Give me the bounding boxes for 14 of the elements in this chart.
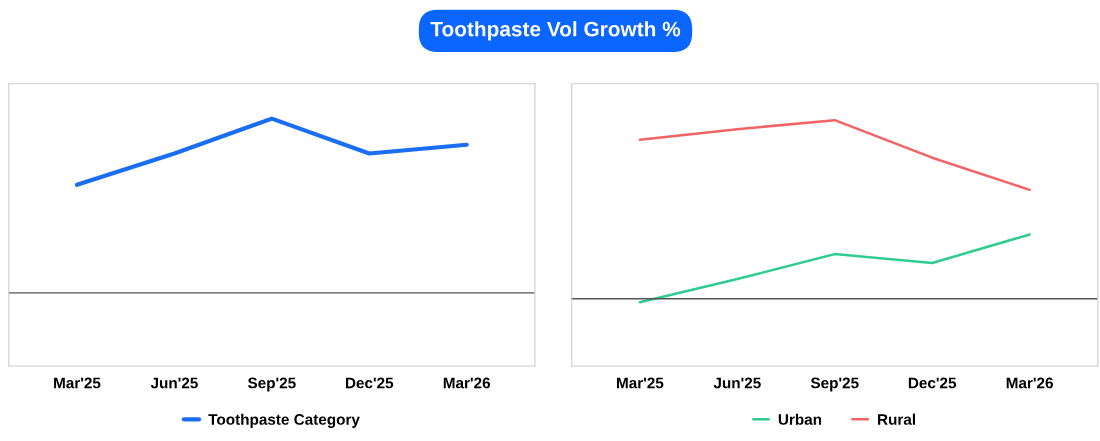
x-tick-label: Mar'25 [617, 377, 664, 389]
x-tick-label: Dec'25 [908, 377, 957, 389]
x-tick-label: Mar'25 [54, 377, 101, 389]
legend-label: Toothpaste Category [208, 413, 360, 428]
legend-label: Rural [878, 413, 915, 425]
x-tick-label: Jun'25 [150, 377, 198, 389]
legend-label: Urban [778, 413, 822, 425]
x-tick-label: Sep'25 [810, 377, 859, 392]
x-tick-label: Mar'26 [443, 377, 491, 389]
x-tick-label: Sep'25 [247, 377, 296, 392]
x-tick-label: Mar'26 [1006, 377, 1053, 389]
x-tick-label: Dec'25 [345, 377, 394, 389]
x-tick-label: Jun'25 [713, 377, 761, 389]
chart-title: Toothpaste Vol Growth % [430, 21, 681, 41]
